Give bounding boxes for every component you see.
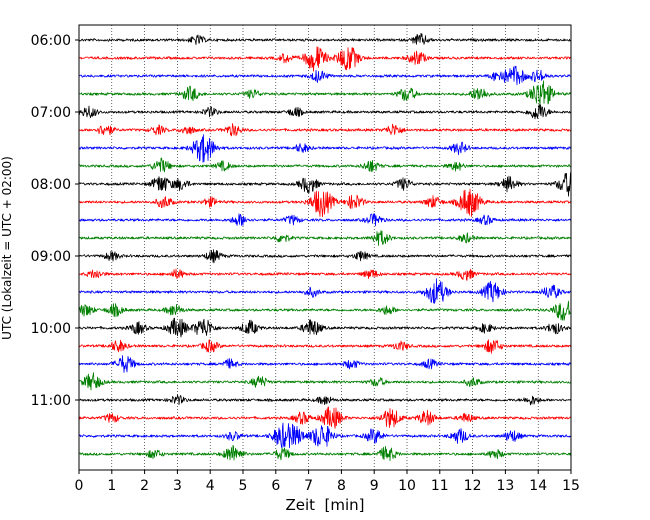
trace-1030 <box>78 355 572 373</box>
x-tick-label: 6 <box>271 478 280 494</box>
y-tick-label: 07:00 <box>31 105 71 121</box>
y-tick-label: 09:00 <box>31 249 71 265</box>
trace-1000 <box>78 317 572 338</box>
trace-1145 <box>78 445 572 462</box>
x-tick-label: 9 <box>370 478 379 494</box>
x-tick-label: 12 <box>464 478 482 494</box>
vertical-grid <box>111 25 539 470</box>
y-axis-title: UTC (Lokalzeit = UTC + 02:00) <box>0 156 14 340</box>
x-tick-label: 0 <box>75 478 84 494</box>
x-axis-title: Zeit [min] <box>285 496 364 514</box>
y-tick-label: 10:00 <box>31 321 71 337</box>
y-tick-label: 11:00 <box>31 393 71 409</box>
trace-0815 <box>78 188 572 218</box>
seismogram-traces <box>78 32 572 462</box>
y-tick-label: 06:00 <box>31 33 71 49</box>
trace-0700 <box>78 104 572 120</box>
x-tick-label: 2 <box>140 478 149 494</box>
trace-0915 <box>78 268 572 281</box>
trace-0800 <box>78 172 572 197</box>
trace-0630 <box>78 65 572 86</box>
x-tick-label: 10 <box>398 478 416 494</box>
trace-0930 <box>78 278 572 304</box>
trace-0645 <box>79 80 572 106</box>
trace-0745 <box>78 157 572 173</box>
x-tick-label: 13 <box>496 478 514 494</box>
plot-frame <box>78 24 572 471</box>
x-tick-label: 4 <box>206 478 215 494</box>
trace-0945 <box>78 300 572 321</box>
trace-1015 <box>78 339 572 354</box>
trace-0830 <box>78 213 572 227</box>
x-tick-label: 15 <box>562 478 580 494</box>
trace-0615 <box>78 46 572 72</box>
trace-0845 <box>78 230 572 246</box>
x-axis-ticks: 0 1 2 3 4 5 6 7 8 9 10 11 12 13 14 15 <box>75 470 580 494</box>
x-tick-label: 1 <box>107 478 116 494</box>
trace-1130 <box>78 422 572 449</box>
trace-1045 <box>78 372 572 391</box>
y-axis-ticks: 06:00 07:00 08:00 09:00 10:00 11:00 <box>31 33 79 409</box>
trace-0900 <box>78 249 572 264</box>
trace-0715 <box>78 123 572 137</box>
x-tick-label: 14 <box>529 478 547 494</box>
trace-0730 <box>78 134 572 163</box>
x-tick-label: 7 <box>304 478 313 494</box>
trace-0600 <box>78 32 572 45</box>
x-tick-label: 8 <box>337 478 346 494</box>
x-tick-label: 11 <box>431 478 449 494</box>
x-tick-label: 3 <box>173 478 182 494</box>
y-tick-label: 08:00 <box>31 177 71 193</box>
x-tick-label: 5 <box>239 478 248 494</box>
trace-1100 <box>78 394 572 406</box>
trace-1115 <box>78 406 571 429</box>
